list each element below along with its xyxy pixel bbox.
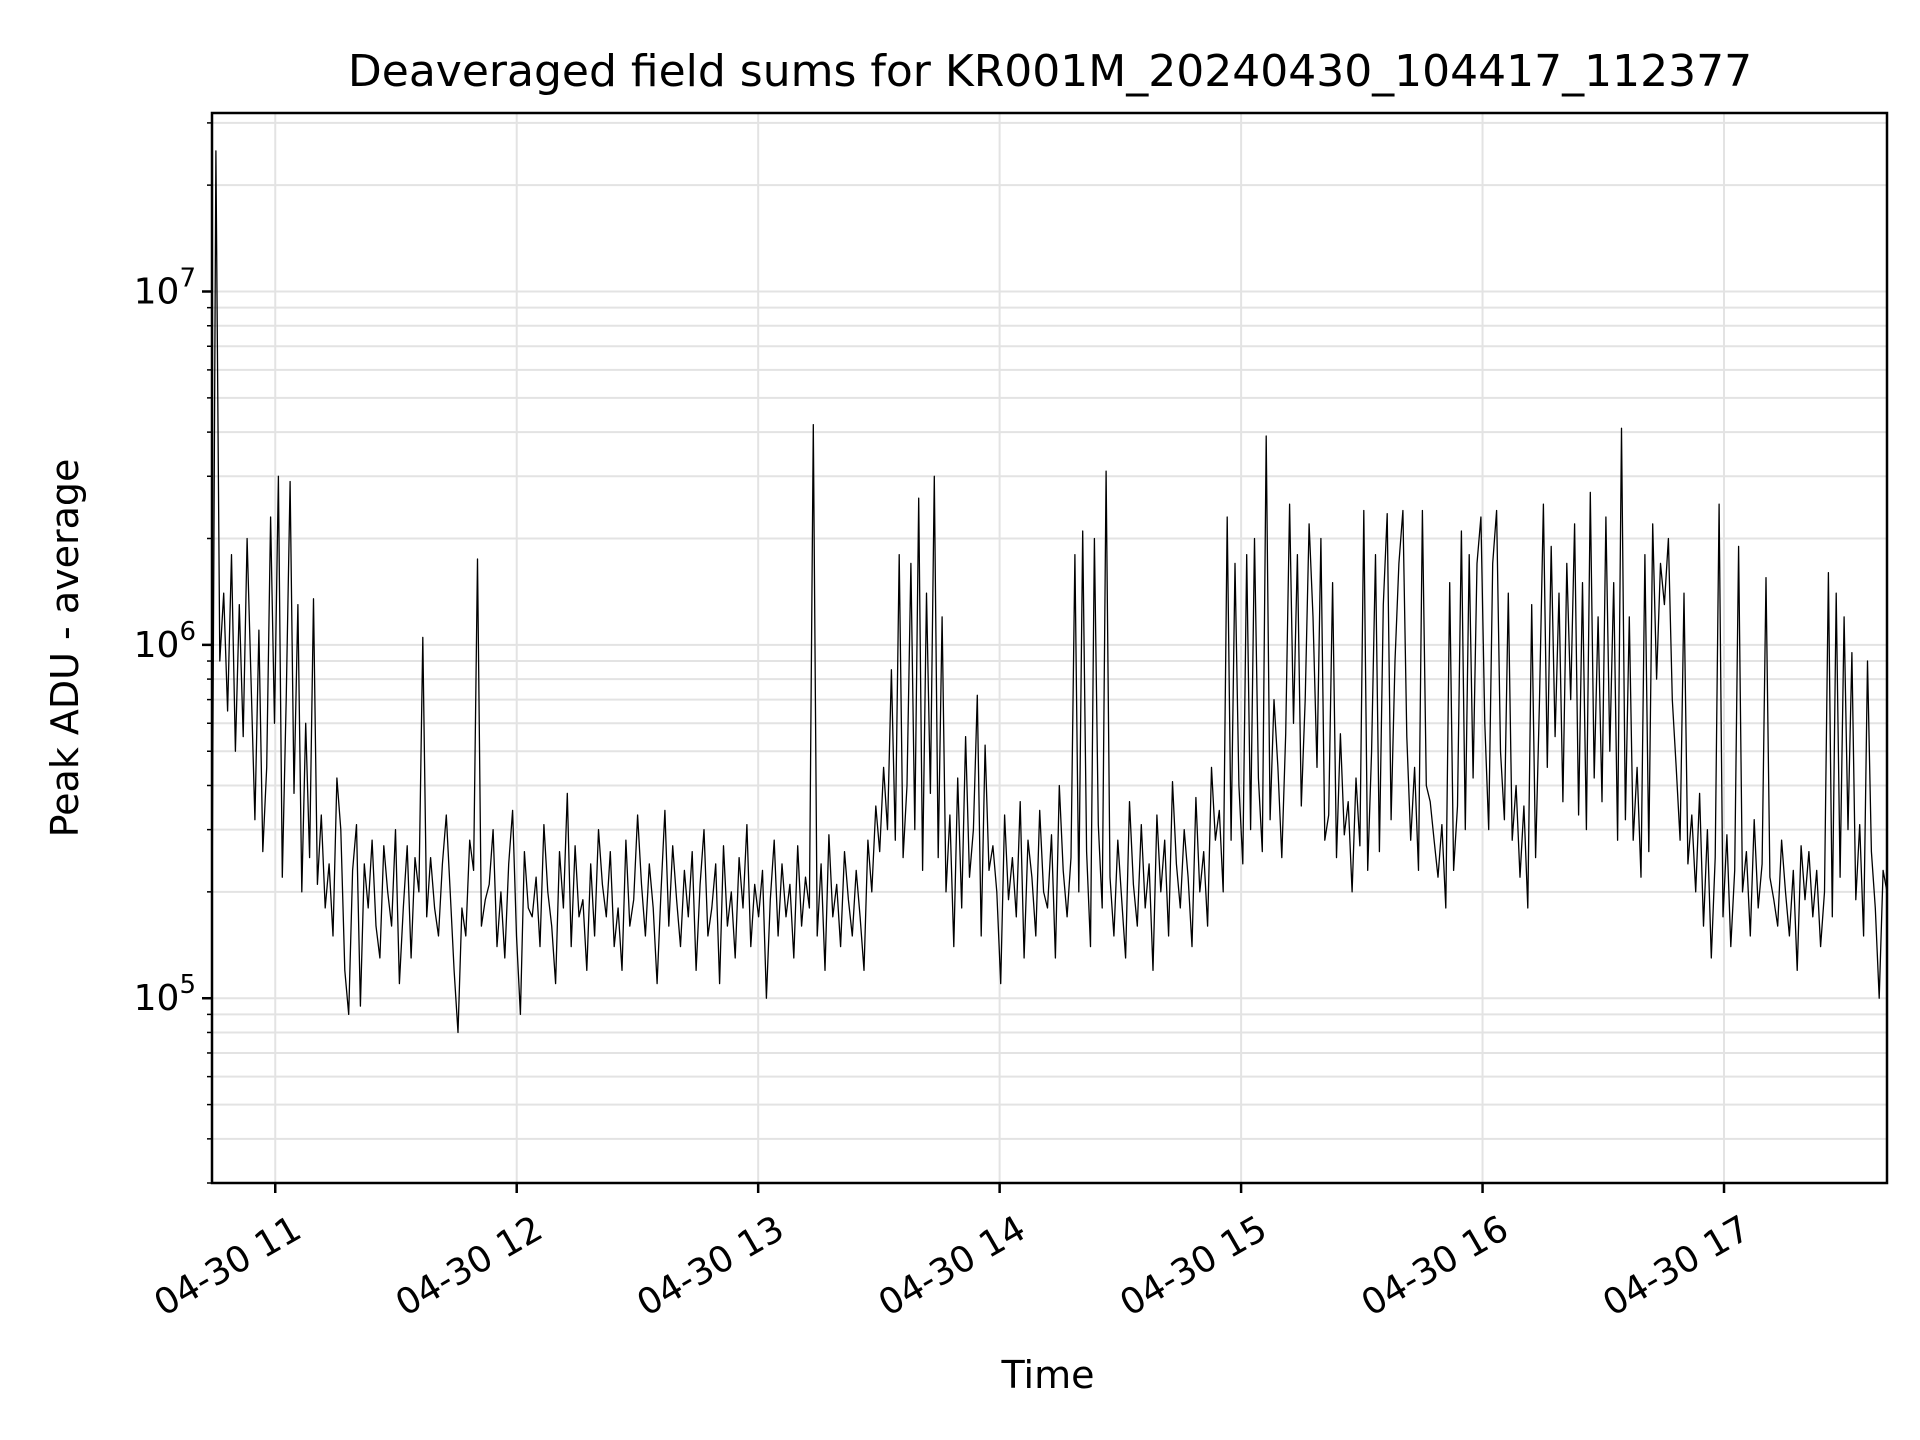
x-tick-label: 04-30 11	[147, 1208, 308, 1324]
y-axis-label: Peak ADU - average	[43, 459, 87, 838]
x-tick-label: 04-30 15	[1113, 1208, 1274, 1324]
y-tick-label: 107	[134, 264, 196, 313]
x-tick-label: 04-30 13	[630, 1208, 791, 1324]
x-axis: 04-30 11 04-30 12 04-30 13 04-30 14 04-30 15…	[147, 1183, 1757, 1325]
chart-title: Deaveraged field sums for KR001M_2024043…	[348, 46, 1752, 97]
plot-area-frame	[210, 111, 1889, 1185]
y-tick-base: 10	[134, 272, 180, 313]
y-tick-base: 10	[134, 978, 180, 1019]
y-tick-exponent: 6	[179, 617, 196, 647]
y-tick-exponent: 7	[179, 264, 196, 294]
y-tick-label: 106	[134, 617, 196, 666]
x-tick-label: 04-30 12	[389, 1208, 550, 1324]
grid-lines	[212, 113, 1887, 1184]
y-tick-label: 105	[134, 970, 196, 1019]
x-axis-label: Time	[1001, 1353, 1095, 1397]
series-line	[211, 150, 1888, 1034]
x-tick-label: 04-30 16	[1355, 1208, 1516, 1324]
x-tick-label: 04-30 14	[872, 1208, 1033, 1324]
y-tick-exponent: 5	[179, 970, 196, 1000]
x-tick-label: 04-30 17	[1596, 1208, 1757, 1324]
y-tick-base: 10	[134, 625, 180, 666]
